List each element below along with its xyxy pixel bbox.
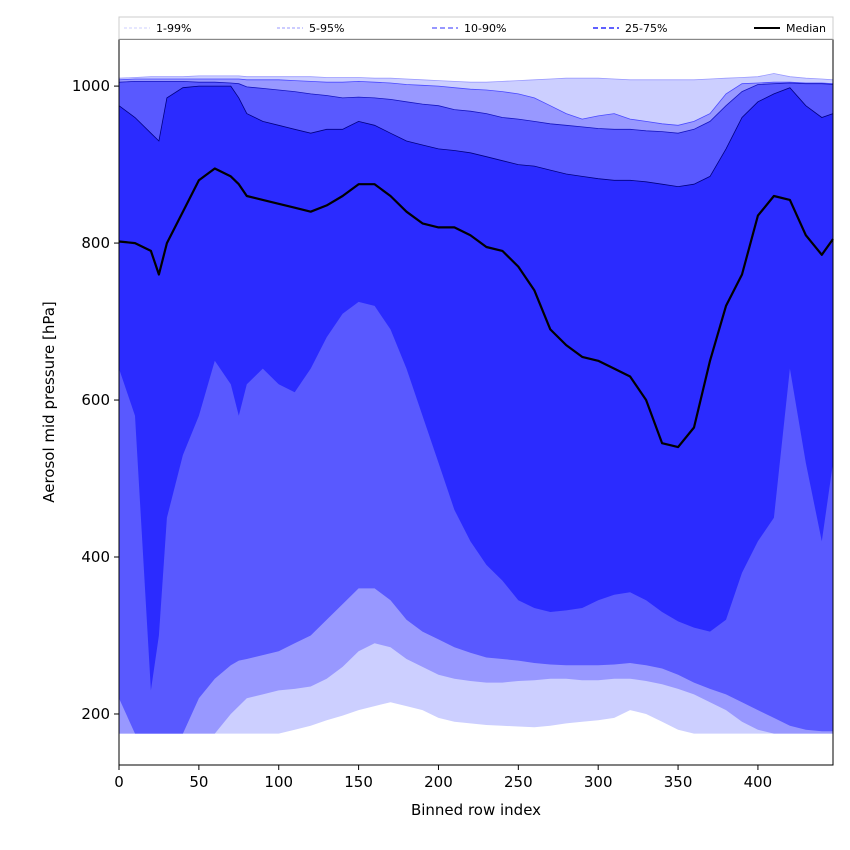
band-upper-edge-5-95% <box>118 78 834 126</box>
x-tick-label: 400 <box>744 773 773 791</box>
y-tick-label: 800 <box>81 234 110 252</box>
x-tick-label: 300 <box>584 773 613 791</box>
legend-label: 5-95% <box>309 22 344 35</box>
y-tick-label: 200 <box>81 705 110 723</box>
band-upper-edge-1-99% <box>118 73 834 83</box>
band-upper-edge-25-75% <box>118 85 834 188</box>
x-axis: 0 50 100 150 200 250 300 350 400 <box>114 765 772 791</box>
x-tick-label: 100 <box>264 773 293 791</box>
x-tick-label: 0 <box>114 773 124 791</box>
x-axis-label: Binned row index <box>411 801 541 819</box>
band-25-75% <box>119 86 833 691</box>
legend-label: 1-99% <box>156 22 191 35</box>
legend-label: Median <box>786 22 826 35</box>
y-tick-label: 1000 <box>72 77 110 95</box>
x-tick-label: 350 <box>664 773 693 791</box>
median-line <box>118 167 834 449</box>
y-axis: 200 400 600 800 1000 <box>72 77 119 723</box>
quantile-bands <box>118 73 834 734</box>
median-series <box>118 167 834 449</box>
band-upper-edge-10-90% <box>118 81 834 134</box>
x-tick-label: 250 <box>504 773 533 791</box>
legend-label: 25-75% <box>625 22 667 35</box>
x-tick-label: 200 <box>424 773 453 791</box>
legend-label: 10-90% <box>464 22 506 35</box>
y-tick-label: 400 <box>81 548 110 566</box>
x-tick-label: 150 <box>344 773 373 791</box>
y-axis-label: Aerosol mid pressure [hPa] <box>40 301 58 503</box>
x-tick-label: 50 <box>189 773 208 791</box>
y-tick-label: 600 <box>81 391 110 409</box>
legend: 1-99% 5-95% 10-90% 25-75% Median <box>118 16 834 40</box>
